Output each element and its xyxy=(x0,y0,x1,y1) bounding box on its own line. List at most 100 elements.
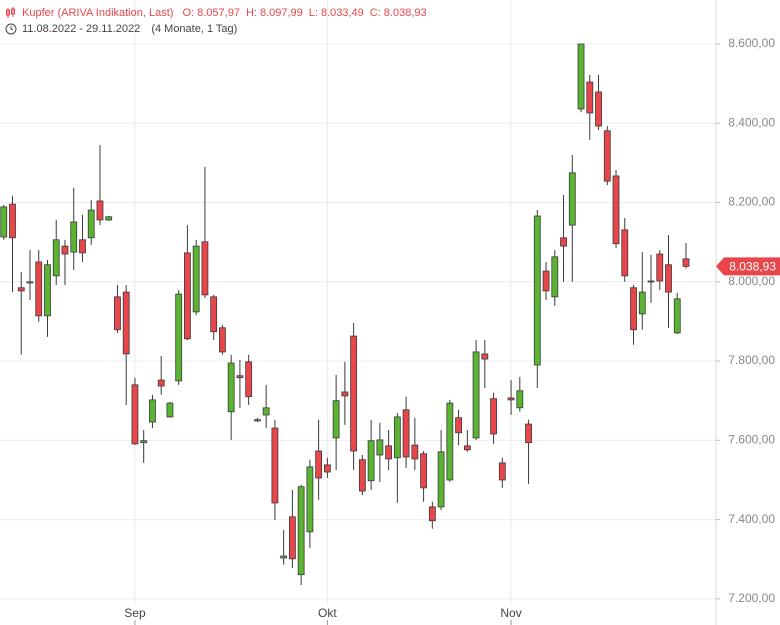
candles xyxy=(0,43,690,585)
candle-body xyxy=(647,280,655,283)
candle-body xyxy=(367,440,375,482)
candle-body xyxy=(498,462,506,481)
candle-body xyxy=(682,258,690,267)
x-tick-label: Okt xyxy=(318,606,337,620)
header: Kupfer (ARIVA Indikation, Last) O: 8.057,… xyxy=(5,7,427,35)
candle-body xyxy=(551,256,559,298)
candle-body xyxy=(166,402,174,418)
period: (4 Monate, 1 Tag) xyxy=(151,23,237,35)
candle-body xyxy=(271,427,279,504)
candle-body xyxy=(79,239,86,254)
ohlc-label: O: xyxy=(183,7,195,19)
candle-body xyxy=(157,379,165,387)
candle-body xyxy=(122,291,130,355)
y-tick-label: 8.600,00 xyxy=(728,36,775,50)
y-tick-label: 7.200,00 xyxy=(728,591,775,605)
candle-body xyxy=(306,466,314,533)
ohlc-value: 8.057,97 xyxy=(197,7,240,19)
candle-body xyxy=(656,253,664,282)
candle-body xyxy=(210,296,218,333)
candle-body xyxy=(560,237,567,247)
candle-body xyxy=(332,400,340,439)
ohlc-value: 8.033,49 xyxy=(321,7,364,19)
candle-body xyxy=(481,353,489,360)
ohlc-label: H: xyxy=(246,7,257,19)
candle-body xyxy=(315,450,323,479)
candle-body xyxy=(26,281,34,284)
candle-body xyxy=(393,416,401,459)
candle-body xyxy=(376,439,384,456)
candle-body xyxy=(175,293,183,382)
y-tick-label: 7.800,00 xyxy=(728,353,775,367)
candle-body xyxy=(87,209,95,239)
candle-body xyxy=(586,81,594,114)
y-tick-label: 8.400,00 xyxy=(728,115,775,129)
candle-body xyxy=(595,91,602,127)
candle-body xyxy=(149,399,156,423)
candle-body xyxy=(35,261,43,317)
ohlc-label: L: xyxy=(309,7,318,19)
candle-body xyxy=(96,200,104,221)
candle-body xyxy=(612,175,620,245)
candle-body xyxy=(420,453,427,489)
candle-body xyxy=(358,459,366,492)
y-tick-label: 8.200,00 xyxy=(728,195,775,209)
candle-body xyxy=(140,440,148,444)
last-price-label: 8.038,93 xyxy=(729,260,776,274)
y-tick-label: 8.000,00 xyxy=(728,274,775,288)
candle-body xyxy=(245,361,253,398)
candle-body xyxy=(437,451,445,508)
candle-body xyxy=(201,241,209,296)
candle-body xyxy=(568,172,576,226)
candle-body xyxy=(621,229,629,277)
date-line: 11.08.2022 - 29.11.2022 (4 Monate, 1 Tag… xyxy=(22,23,237,35)
candle-body xyxy=(507,397,515,401)
candle-body xyxy=(52,239,60,277)
candle-body xyxy=(262,407,270,416)
candle-body xyxy=(638,291,646,315)
candle-body xyxy=(61,245,69,255)
chart-title: Kupfer (ARIVA Indikation, Last) xyxy=(22,7,173,19)
candle-body xyxy=(350,335,358,452)
candle-body xyxy=(236,375,244,379)
candle-body xyxy=(0,206,8,238)
candle-body xyxy=(219,327,226,353)
candle-body xyxy=(9,203,16,239)
candle-body xyxy=(385,445,393,460)
candle-body xyxy=(630,287,637,331)
candle-body xyxy=(44,264,51,317)
candle-body xyxy=(472,351,480,439)
y-tick-label: 7.400,00 xyxy=(728,512,775,526)
candle-body xyxy=(17,287,25,292)
candle-body xyxy=(131,384,139,445)
ohlc-label: C: xyxy=(370,7,381,19)
candle-body xyxy=(490,398,497,435)
x-tick-label: Nov xyxy=(500,606,521,620)
candle-body xyxy=(402,409,410,458)
candle-body xyxy=(227,362,235,413)
candle-body xyxy=(411,444,419,460)
candle-body xyxy=(446,402,454,481)
candle-body xyxy=(463,445,471,451)
chart-icon xyxy=(6,7,15,18)
date-range: 11.08.2022 - 29.11.2022 xyxy=(22,23,140,35)
candle-body xyxy=(542,270,550,292)
candle-body xyxy=(341,391,349,397)
grid xyxy=(0,0,720,625)
candle-body xyxy=(114,296,121,331)
candle-body xyxy=(105,216,113,221)
ohlc-value: 8.097,99 xyxy=(260,7,303,19)
candle-body xyxy=(428,506,436,522)
candle-body xyxy=(577,43,585,110)
candle-body xyxy=(288,516,296,560)
candle-body xyxy=(665,264,672,293)
candle-body xyxy=(184,252,191,340)
candle-body xyxy=(254,419,261,422)
candle-body xyxy=(70,221,78,253)
candle-body xyxy=(525,423,532,444)
y-tick-label: 7.600,00 xyxy=(728,432,775,446)
candle-body xyxy=(280,555,288,559)
ohlc-value: 8.038,93 xyxy=(384,7,427,19)
